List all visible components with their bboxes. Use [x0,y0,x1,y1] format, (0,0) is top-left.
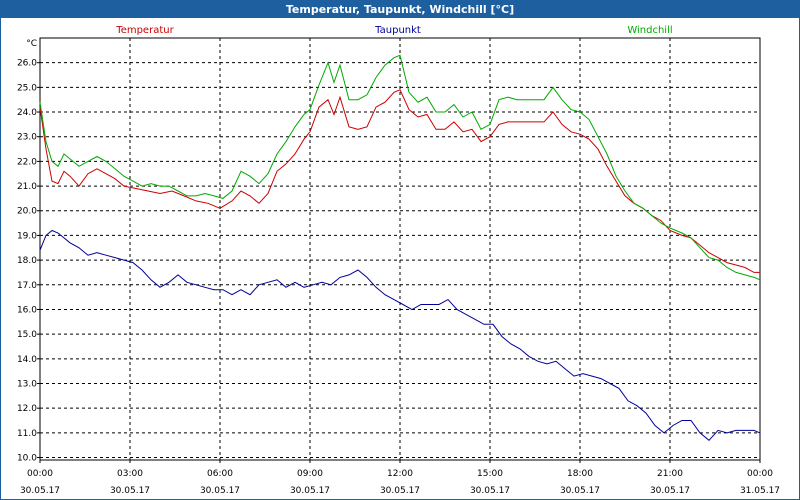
x-tick-time: 06:00 [207,469,233,479]
x-tick-time: 00:00 [27,469,53,479]
x-tick-date: 30.05.17 [650,486,690,496]
legend-windchill: Windchill [627,25,672,36]
series-line-taupunkt [39,229,761,441]
y-tick-label: 18.0 [17,256,37,266]
y-tick-label: 26.0 [17,59,37,69]
x-tick-time: 03:00 [117,469,143,479]
chart-title: Temperatur, Taupunkt, Windchill [°C] [1,1,799,18]
y-tick-label: 22.0 [17,157,37,167]
y-tick-label: 21.0 [17,182,37,192]
y-tick-label: 16.0 [17,305,37,315]
x-tick-time: 21:00 [657,469,683,479]
x-tick-date: 30.05.17 [20,486,60,496]
y-tick-label: 13.0 [17,379,37,389]
x-tick-date: 31.05.17 [740,486,780,496]
y-tick-label: 14.0 [17,355,37,365]
y-tick-label: 10.0 [17,454,37,464]
x-tick-date: 30.05.17 [380,486,420,496]
y-tick-label: 24.0 [17,108,37,118]
y-tick-label: 12.0 [17,404,37,414]
x-tick-time: 18:00 [567,469,593,479]
legend-taupunkt: Taupunkt [374,25,421,36]
x-tick-time: 00:00 [747,469,773,479]
y-tick-label: 11.0 [17,429,37,439]
y-axis-unit: °C [26,39,37,49]
y-tick-label: 19.0 [17,231,37,241]
y-tick-label: 25.0 [17,83,37,93]
y-tick-label: 23.0 [17,133,37,143]
x-tick-time: 09:00 [297,469,323,479]
legend-temperatur: Temperatur [115,25,174,36]
x-tick-date: 30.05.17 [200,486,240,496]
series-line-windchill [39,54,761,281]
x-tick-time: 15:00 [477,469,503,479]
y-tick-label: 17.0 [17,281,37,291]
x-tick-time: 12:00 [387,469,413,479]
y-tick-label: 20.0 [17,207,37,217]
x-tick-date: 30.05.17 [470,486,510,496]
x-tick-date: 30.05.17 [110,486,150,496]
x-tick-date: 30.05.17 [560,486,600,496]
y-tick-label: 15.0 [17,330,37,340]
x-tick-date: 30.05.17 [290,486,330,496]
